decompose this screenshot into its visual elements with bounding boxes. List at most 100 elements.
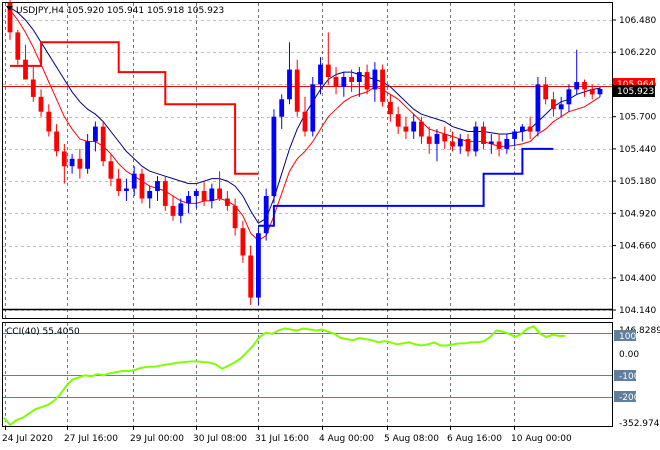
- time-tick-label: 31 Jul 16:00: [255, 434, 309, 444]
- candle-body: [272, 117, 277, 196]
- candle-body: [504, 139, 509, 149]
- candle-body: [78, 159, 83, 169]
- candle-body: [528, 127, 533, 132]
- candle-body: [551, 99, 556, 109]
- time-tick-label: 6 Aug 16:00: [447, 434, 502, 444]
- candle-body: [326, 65, 331, 77]
- candle-body: [567, 89, 572, 104]
- cci-pane-header: CCI(40) 55.4050: [6, 327, 80, 337]
- candle-body: [256, 233, 261, 297]
- candle-body: [536, 84, 541, 131]
- current-price-box: 105.923: [613, 85, 655, 97]
- candle-body: [85, 142, 90, 169]
- cci-tick-label: -100: [619, 372, 640, 382]
- candle-body: [147, 191, 152, 198]
- candle-body: [109, 161, 114, 178]
- candle-body: [70, 159, 75, 166]
- candle-body: [458, 139, 463, 146]
- candle-body: [295, 70, 300, 112]
- price-tick-label: 105.440: [619, 145, 656, 155]
- time-axis[interactable]: 24 Jul 2020 27 Jul 16:00 29 Jul 00:00 30 Ju…: [2, 426, 572, 444]
- main-pane[interactable]: [3, 3, 613, 319]
- candle-body: [15, 32, 20, 59]
- candle-body: [404, 127, 409, 132]
- candle-body: [520, 127, 525, 132]
- candle-body: [365, 72, 370, 89]
- candle-body: [450, 142, 455, 147]
- candle-body: [411, 122, 416, 132]
- candle-body: [186, 196, 191, 203]
- candle-body: [310, 84, 315, 131]
- candle-body: [543, 84, 548, 99]
- candle-body: [419, 122, 424, 137]
- candle-body: [279, 99, 284, 116]
- price-tick-label: 104.660: [619, 242, 656, 252]
- time-tick-label: 27 Jul 16:00: [64, 434, 118, 444]
- candle-body: [512, 132, 517, 139]
- candle-body: [217, 189, 222, 199]
- current-price-label: 105.923: [617, 87, 654, 97]
- time-tick-label: 10 Aug 00:00: [511, 434, 572, 444]
- candle-body: [380, 70, 385, 102]
- candle-body: [349, 77, 354, 82]
- candle-body: [582, 82, 587, 89]
- candle-body: [178, 203, 183, 215]
- candle-body: [124, 189, 129, 192]
- price-tick-label: 104.400: [619, 274, 656, 284]
- time-tick-label: 5 Aug 08:00: [384, 434, 439, 444]
- candle-body: [318, 65, 323, 85]
- candle-body: [116, 179, 121, 191]
- price-tick-label: 104.920: [619, 209, 656, 219]
- price-tick-label: 106.220: [619, 48, 656, 58]
- candle-body: [396, 114, 401, 126]
- candle-body: [435, 134, 440, 144]
- candle-body: [341, 77, 346, 87]
- candle-body: [93, 127, 98, 142]
- candle-body: [241, 228, 246, 255]
- candle-body: [132, 174, 137, 189]
- candle-body: [590, 89, 595, 94]
- candle-body: [31, 80, 36, 97]
- price-tick-label: 105.180: [619, 177, 656, 187]
- candle-body: [202, 191, 207, 201]
- main-pane-header: USDJPY,H4 105.920 105.941 105.918 105.92…: [16, 6, 224, 16]
- candle-body: [46, 112, 51, 132]
- candle-body: [481, 127, 486, 144]
- candle-body: [357, 72, 362, 82]
- candle-body: [233, 206, 238, 228]
- price-tick-label: 104.140: [619, 306, 656, 316]
- cci-tick-label: -200: [619, 393, 640, 403]
- time-tick-label: 24 Jul 2020: [2, 434, 53, 444]
- candle-body: [473, 127, 478, 152]
- candle-body: [334, 77, 339, 87]
- candle-body: [54, 132, 59, 152]
- candle-body: [62, 151, 67, 166]
- candle-body: [466, 139, 471, 151]
- candle-body: [209, 189, 214, 201]
- candle-body: [248, 256, 253, 298]
- candle-body: [373, 70, 378, 90]
- candle-body: [598, 89, 603, 94]
- candle-body: [39, 97, 44, 112]
- candle-body: [574, 82, 579, 89]
- price-tick-label: 105.700: [619, 113, 656, 123]
- candle-body: [388, 102, 393, 114]
- candle-body: [303, 112, 308, 132]
- candle-body: [101, 127, 106, 162]
- candle-body: [489, 142, 494, 145]
- time-tick-label: 29 Jul 00:00: [130, 434, 184, 444]
- price-tick-label: 106.480: [619, 16, 656, 26]
- candle-body: [559, 104, 564, 109]
- cci-tick-label: 100: [619, 332, 636, 342]
- candle-body: [497, 142, 502, 149]
- cci-tick-label: 0.00: [619, 350, 639, 360]
- candle-body: [140, 174, 145, 199]
- price-axis[interactable]: 106.480106.220105.960105.700105.440105.1…: [612, 16, 656, 316]
- candle-body: [287, 70, 292, 100]
- candle-body: [264, 196, 269, 233]
- candle-body: [194, 191, 199, 196]
- candle-body: [442, 134, 447, 141]
